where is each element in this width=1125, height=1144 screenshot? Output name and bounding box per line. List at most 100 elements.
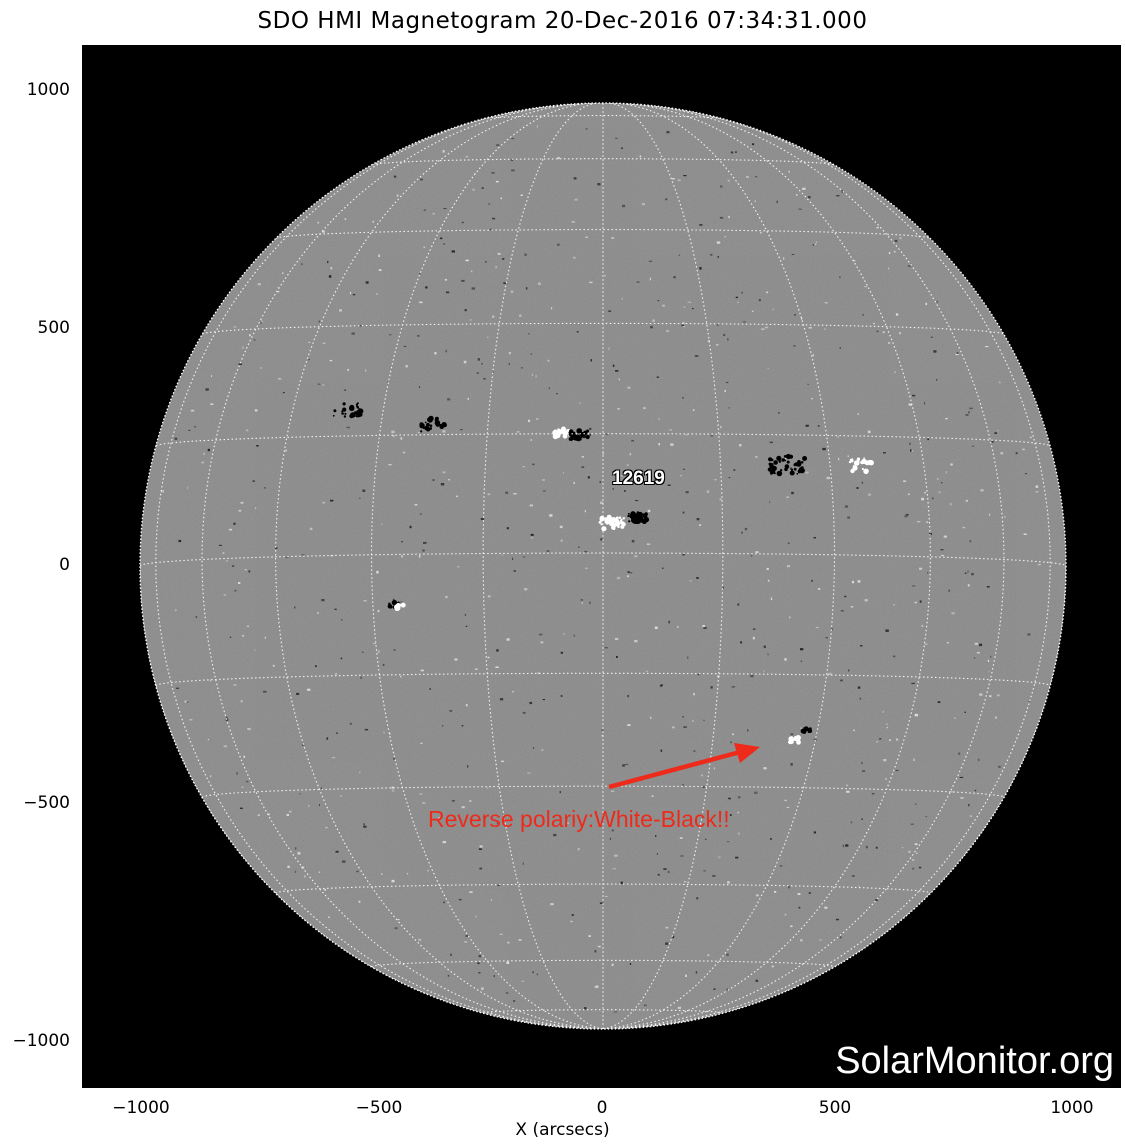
flux-element — [936, 478, 939, 480]
flux-element — [859, 697, 861, 700]
flux-element — [695, 971, 698, 974]
flux-element — [717, 856, 721, 858]
active-region-flux — [802, 456, 808, 461]
active-region-flux — [349, 413, 354, 419]
flux-element — [489, 228, 493, 231]
x-tick-label: −1000 — [112, 1098, 170, 1118]
flux-element — [362, 489, 366, 492]
flux-element — [465, 934, 469, 937]
flux-element — [480, 517, 485, 520]
flux-element — [1022, 448, 1025, 451]
flux-element — [585, 236, 588, 238]
flux-element — [518, 939, 522, 941]
flux-element — [560, 695, 563, 697]
flux-element — [741, 291, 743, 294]
flux-element — [532, 463, 535, 466]
flux-element — [815, 241, 817, 244]
flux-element — [886, 723, 888, 725]
flux-element — [896, 738, 899, 741]
flux-element — [614, 854, 618, 857]
flux-element — [791, 254, 795, 255]
flux-element — [481, 363, 483, 365]
flux-element — [980, 489, 984, 492]
flux-element — [825, 637, 828, 639]
flux-element — [201, 461, 204, 464]
flux-element — [910, 823, 914, 825]
flux-element — [589, 427, 592, 430]
flux-element — [654, 626, 658, 629]
grid-line — [482, 103, 604, 1029]
flux-element — [800, 727, 802, 729]
flux-element — [811, 579, 813, 582]
flux-element — [800, 648, 804, 651]
flux-element — [994, 716, 997, 719]
active-region-flux — [387, 604, 393, 609]
flux-element — [662, 567, 664, 569]
flux-element — [249, 334, 251, 337]
flux-element — [714, 479, 717, 481]
flux-element — [296, 692, 300, 695]
flux-element — [505, 992, 509, 994]
flux-element — [444, 279, 447, 281]
flux-element — [400, 601, 403, 603]
flux-element — [506, 961, 510, 964]
flux-element — [382, 663, 385, 667]
y-tick-label: 1000 — [26, 80, 70, 100]
flux-element — [841, 190, 844, 193]
flux-element — [696, 577, 699, 579]
active-region-flux — [620, 524, 625, 529]
flux-element — [532, 747, 535, 749]
flux-element — [233, 326, 237, 328]
flux-element — [524, 253, 527, 256]
flux-element — [846, 790, 850, 793]
flux-element — [950, 503, 952, 506]
flux-element — [844, 505, 849, 508]
flux-element — [419, 513, 423, 515]
flux-element — [277, 291, 280, 293]
flux-element — [969, 815, 973, 818]
grid-line — [371, 158, 835, 166]
flux-element — [790, 467, 792, 470]
flux-element — [813, 831, 816, 834]
active-region-flux — [561, 426, 566, 432]
flux-element — [919, 567, 923, 570]
flux-element — [542, 490, 546, 492]
flux-element — [763, 645, 766, 648]
flux-element — [451, 800, 455, 802]
flux-element — [472, 188, 475, 191]
flux-element — [512, 691, 514, 693]
flux-element — [422, 802, 426, 804]
active-region-flux — [769, 464, 773, 468]
flux-element — [699, 267, 702, 270]
flux-element — [667, 870, 670, 873]
flux-element — [585, 567, 588, 569]
flux-element — [447, 974, 450, 977]
flux-element — [336, 732, 338, 734]
flux-element — [419, 301, 423, 304]
flux-element — [541, 748, 544, 751]
flux-element — [764, 326, 769, 329]
flux-element — [692, 308, 694, 310]
flux-element — [723, 333, 726, 336]
grid-line — [602, 103, 1005, 1029]
flux-element — [739, 444, 742, 447]
flux-element — [309, 527, 313, 531]
flux-element — [836, 195, 840, 197]
y-tick-label: −500 — [23, 793, 70, 813]
flux-element — [184, 700, 188, 703]
flux-element — [696, 897, 699, 900]
flux-element — [657, 300, 660, 302]
active-region-flux — [797, 738, 801, 742]
active-region-flux — [622, 517, 625, 520]
flux-element — [763, 670, 765, 672]
flux-element — [542, 699, 545, 701]
flux-element — [378, 269, 382, 271]
flux-element — [914, 713, 918, 717]
flux-element — [924, 402, 926, 405]
active-region-flux — [400, 602, 406, 608]
magnetic-features — [160, 125, 1041, 1013]
flux-element — [794, 314, 796, 316]
flux-element — [414, 504, 418, 506]
active-region-flux — [630, 519, 634, 522]
flux-element — [894, 239, 898, 243]
